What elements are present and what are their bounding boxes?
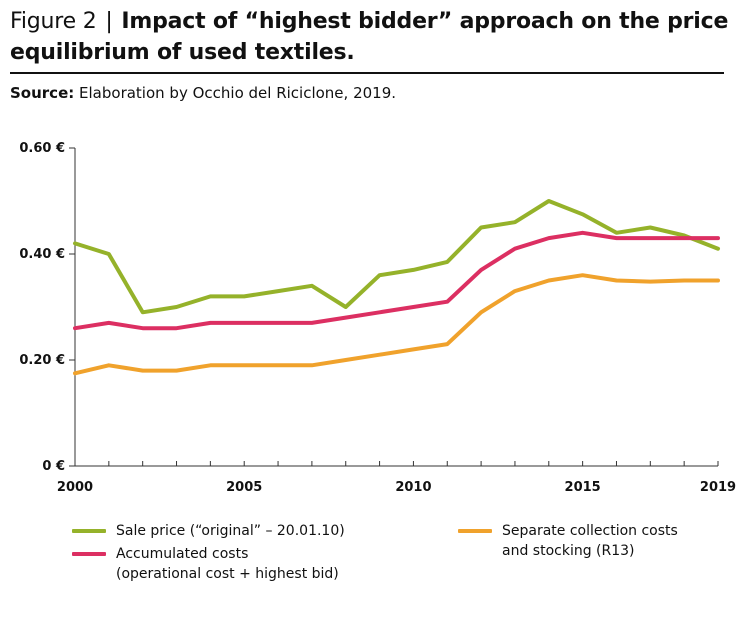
y-tick-label: 0.20 € <box>19 353 65 368</box>
chart-axes: 0 € 0.20 € 0.40 € 0.60 € 2000 2005 2010 2015 201… <box>19 141 736 495</box>
y-tick-label: 0.60 € <box>19 141 65 156</box>
legend-label-accumulated-costs: Accumulated costs (operational cost + hi… <box>116 544 339 584</box>
title-rule <box>10 72 724 74</box>
chart-series <box>73 199 720 376</box>
legend-label-collection-line1: Separate collection costs <box>502 523 678 539</box>
x-tick-label: 2019 <box>700 480 736 495</box>
legend-label-accumulated-line2: (operational cost + highest bid) <box>116 566 339 582</box>
legend-swatch-accumulated-costs <box>72 552 106 556</box>
figure-title: Figure 2 | Impact of “highest bidder” ap… <box>10 6 740 68</box>
figure-label: Figure 2 <box>10 9 97 34</box>
x-tick-label: 2015 <box>565 480 601 495</box>
x-tick-label: 2005 <box>226 480 262 495</box>
x-tick-label: 2010 <box>395 480 431 495</box>
legend-swatch-collection-costs <box>458 529 492 533</box>
legend-label-accumulated-line1: Accumulated costs <box>116 546 249 562</box>
figure-separator: | <box>105 9 113 34</box>
series-line-collection-costs <box>73 273 720 376</box>
source-text: Elaboration by Occhio del Riciclone, 201… <box>79 84 397 102</box>
legend-swatch-sale-price <box>72 529 106 533</box>
figure-title-text: Impact of “highest bidder” approach on t… <box>10 9 729 65</box>
figure-source: Source: Elaboration by Occhio del Ricicl… <box>10 84 396 102</box>
y-tick-label: 0 € <box>42 459 65 474</box>
y-tick-label: 0.40 € <box>19 247 65 262</box>
legend-label-collection-line2: and stocking (R13) <box>502 543 635 559</box>
x-tick-label: 2000 <box>57 480 93 495</box>
series-line-sale-price <box>73 199 720 315</box>
series-line-accumulated-costs <box>73 230 720 331</box>
source-label: Source: <box>10 84 75 102</box>
legend-label-sale-price: Sale price (“original” – 20.01.10) <box>116 523 345 539</box>
legend-label-collection-costs: Separate collection costs and stocking (… <box>502 521 678 561</box>
